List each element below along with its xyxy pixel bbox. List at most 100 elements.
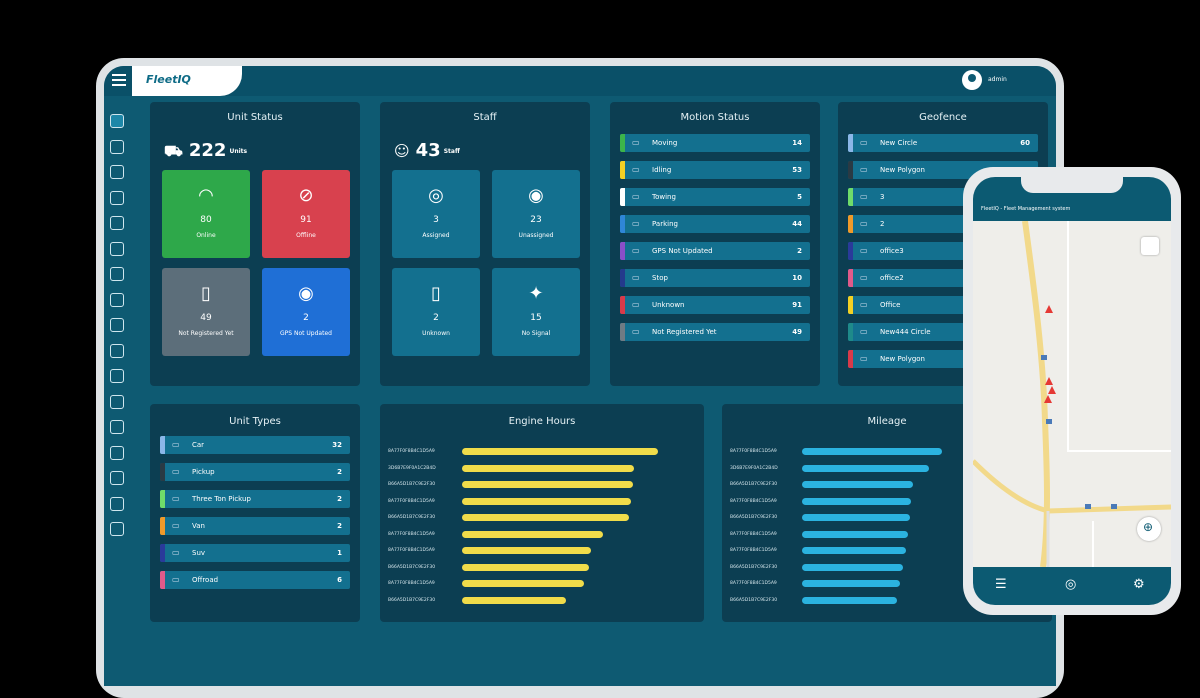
settings-gear-icon[interactable]: ⚙ — [1133, 577, 1145, 592]
unit-count: ⛟ 222 Units — [164, 140, 248, 161]
staff-tile[interactable]: ◉ 23 Unassigned — [492, 170, 580, 258]
staff-tile[interactable]: ▯ 2 Unknown — [392, 268, 480, 356]
row-icon: ▭ — [632, 192, 640, 201]
sidebar-refresh-icon[interactable] — [110, 369, 124, 383]
sidebar-document-icon[interactable] — [110, 343, 124, 358]
list-item[interactable]: ▭ Unknown 91 — [620, 296, 810, 314]
sidebar-fuel-icon[interactable] — [110, 318, 124, 332]
bar-label: 8A77F0F8B4C1D5A9 — [388, 449, 435, 454]
row-icon: ▭ — [860, 165, 868, 174]
list-item[interactable]: ▭ Pickup 2 — [160, 463, 350, 481]
sidebar-report-icon[interactable] — [110, 216, 124, 230]
bar[interactable] — [462, 580, 584, 587]
unit-status-tile[interactable]: ◉ 2 GPS Not Updated — [262, 268, 350, 356]
sidebar-route-icon[interactable] — [110, 190, 124, 205]
bar[interactable] — [802, 596, 898, 604]
bar[interactable] — [802, 563, 903, 571]
list-item[interactable]: ▭ Stop 10 — [620, 269, 810, 287]
list-item[interactable]: ▭ Moving 14 — [620, 134, 810, 152]
tile-value: 49 — [200, 313, 212, 323]
list-item[interactable]: ▭ Suv 1 — [160, 544, 350, 562]
locate-button[interactable]: ⊕ — [1137, 517, 1161, 541]
car-layer-button[interactable] — [1141, 237, 1159, 255]
bar[interactable] — [462, 514, 629, 521]
sidebar-maintenance-icon[interactable] — [110, 471, 124, 485]
bar-label: 8A77F0F8B4C1D5A9 — [730, 449, 777, 454]
sidebar-share-icon[interactable] — [110, 445, 124, 460]
bar[interactable] — [462, 481, 633, 488]
bar[interactable] — [802, 530, 909, 538]
bar[interactable] — [802, 497, 912, 505]
color-marker — [848, 215, 853, 233]
row-icon: ▭ — [860, 246, 868, 255]
sidebar-staff-icon[interactable] — [110, 241, 124, 256]
sidebar-vehicle-icon[interactable] — [110, 292, 124, 307]
sidebar-tools-icon[interactable] — [110, 496, 124, 511]
tile-value: 91 — [300, 215, 312, 225]
row-icon: ▭ — [632, 165, 640, 174]
sidebar-chart-icon[interactable] — [110, 394, 124, 409]
row-value: 60 — [1020, 139, 1030, 147]
bar[interactable] — [802, 514, 910, 521]
list-icon[interactable]: ☰ — [995, 577, 1007, 592]
logo[interactable]: FleetIQ — [132, 66, 242, 96]
list-item[interactable]: ▭ Three Ton Pickup 2 — [160, 490, 350, 508]
list-item[interactable]: ▭ GPS Not Updated 2 — [620, 242, 810, 260]
row-icon: ▭ — [632, 219, 640, 228]
row-value: 2 — [797, 247, 802, 255]
engine-hours-panel: Engine Hours 8A77F0F8B4C1D5A9 3D6B7E9F0A1… — [380, 404, 704, 622]
list-item[interactable]: ▭ Car 32 — [160, 436, 350, 454]
list-item[interactable]: ▭ New Circle 60 — [848, 134, 1038, 152]
unit-status-tile[interactable]: ◠ 80 Online — [162, 170, 250, 258]
row-label: Van — [192, 522, 205, 530]
row-icon: ▭ — [860, 192, 868, 201]
bar[interactable] — [462, 497, 631, 505]
bar-label: 8A77F0F8B4C1D5A9 — [388, 548, 435, 553]
list-item[interactable]: ▭ Idling 53 — [620, 161, 810, 179]
sidebar-location-icon[interactable] — [110, 165, 124, 179]
sidebar-car-wash-icon[interactable] — [110, 420, 124, 434]
row-label: Pickup — [192, 468, 215, 476]
list-item[interactable]: ▭ Not Registered Yet 49 — [620, 323, 810, 341]
staff-tile[interactable]: ✦ 15 No Signal — [492, 268, 580, 356]
list-item[interactable]: ▭ Offroad 6 — [160, 571, 350, 589]
unit-status-tile[interactable]: ▯ 49 Not Registered Yet — [162, 268, 250, 356]
bar[interactable] — [802, 448, 942, 455]
unit-status-tile[interactable]: ⊘ 91 Offline — [262, 170, 350, 258]
bar[interactable] — [462, 448, 658, 455]
staff-count: ☺ 43 Staff — [394, 140, 460, 161]
map[interactable] — [973, 221, 1171, 567]
crosshair-icon: ⊕ — [1143, 520, 1154, 534]
list-item[interactable]: ▭ Towing 5 — [620, 188, 810, 206]
bar[interactable] — [802, 481, 913, 488]
row-value: 6 — [337, 576, 342, 584]
panel-title: Motion Status — [680, 112, 750, 123]
bar[interactable] — [462, 563, 590, 571]
panel-title: Engine Hours — [508, 416, 576, 427]
row-icon: ▭ — [860, 138, 868, 147]
staff-tile[interactable]: ◎ 3 Assigned — [392, 170, 480, 258]
bar[interactable] — [462, 547, 592, 554]
bar[interactable] — [462, 464, 635, 472]
bar[interactable] — [802, 464, 930, 472]
color-marker — [160, 517, 165, 535]
sidebar-monitor-icon[interactable] — [110, 139, 124, 154]
tile-value: 2 — [433, 313, 439, 323]
bar[interactable] — [802, 580, 900, 587]
sidebar-alerts-icon[interactable] — [110, 522, 124, 536]
list-item[interactable]: ▭ Parking 44 — [620, 215, 810, 233]
assigned-icon: ◎ — [428, 185, 444, 206]
color-marker — [160, 463, 165, 481]
bar[interactable] — [802, 547, 906, 554]
map-icon[interactable]: ◎ — [1065, 577, 1077, 592]
list-item[interactable]: ▭ Van 2 — [160, 517, 350, 535]
user-avatar-icon[interactable] — [962, 70, 982, 90]
bar[interactable] — [462, 596, 566, 604]
sidebar-dashboard-icon[interactable] — [110, 114, 124, 128]
sidebar-geofence-icon[interactable] — [110, 267, 124, 281]
wifi-icon: ◠ — [198, 185, 214, 206]
menu-icon[interactable] — [112, 74, 126, 86]
bar[interactable] — [462, 530, 604, 538]
color-marker — [620, 215, 625, 233]
user-name[interactable]: admin — [988, 76, 1007, 83]
